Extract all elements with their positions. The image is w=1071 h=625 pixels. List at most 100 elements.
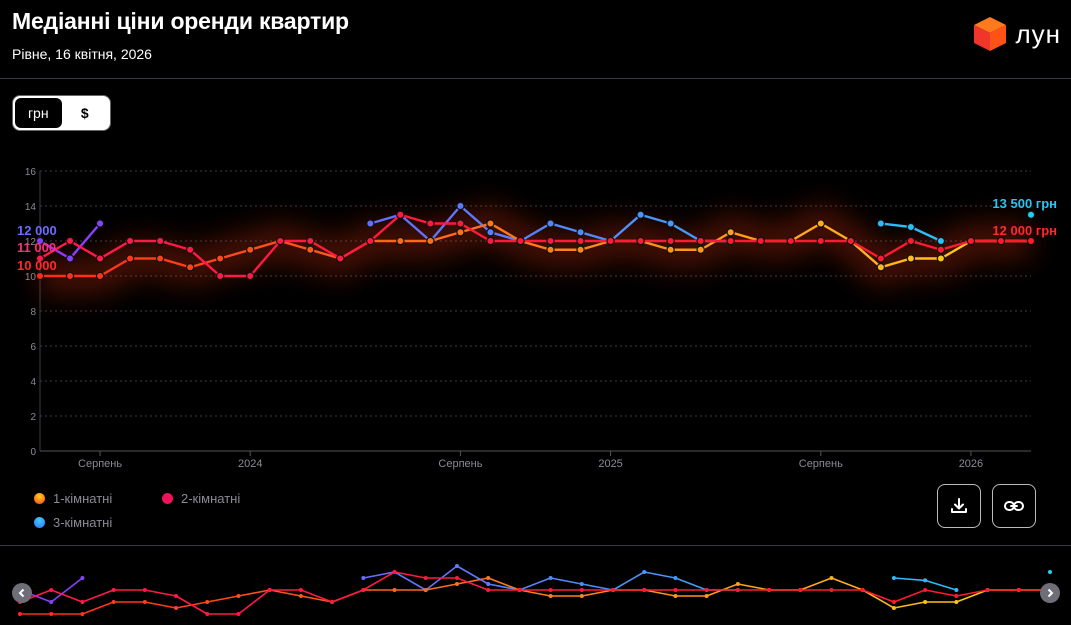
data-point [95,271,105,281]
series-line-segment [549,222,582,234]
series-line-segment [849,239,883,269]
data-point [95,254,105,263]
navigator-point [548,594,553,598]
page-title: Медіанні ціни оренди квартир [12,8,349,34]
navigator-point [298,588,303,592]
navigator-line-segment [394,571,426,579]
y-tick-label: 8 [30,307,36,318]
navigator-line-segment [207,595,239,603]
data-point [816,236,825,246]
legend-dot-3room [34,517,45,528]
legend-item-1room[interactable]: 1-кімнатні [34,491,112,506]
data-point [696,236,705,246]
navigator-point [80,600,85,604]
navigator-point [486,588,491,592]
data-point [576,236,585,246]
navigator-point [486,582,491,586]
navigator-point [80,612,85,616]
series-line-segment [399,213,432,243]
navigator-point [454,576,459,580]
series-line-segment [579,231,612,243]
legend-label-1room: 1-кімнатні [53,491,113,506]
series-line-segment [459,204,492,234]
data-point [936,254,946,263]
series-line-segment [639,239,672,251]
series-2room [35,210,1036,281]
data-point [726,228,735,237]
data-point [816,219,825,228]
navigator-point [579,588,584,592]
data-point [35,254,45,263]
series-line-segment [789,222,822,243]
data-point [966,236,976,246]
data-point [936,236,946,246]
navigator-point [80,576,85,580]
chart-navigator[interactable] [0,556,1071,625]
data-point [456,228,465,237]
series-line-segment [669,222,702,243]
data-point [636,236,645,246]
data-point [306,245,315,254]
navigator-line-segment [456,565,489,585]
navigator-line-segment [50,589,83,603]
series-line-segment [38,239,72,260]
data-point [546,236,555,246]
x-tick-label: 2025 [598,458,622,470]
navigator-line-segment [331,589,364,603]
data-point [876,254,886,263]
navigator-point [891,600,896,604]
navigator-point [954,600,959,604]
navigator-line-segment [644,589,676,597]
navigator-point [174,594,179,598]
navigator-line-segment [956,589,988,603]
price-chart: 0 2 4 6 8 10 12 14 16 Серпень 2024 Серпень 2025 Серпе… [17,167,1057,470]
navigator-line-segment [612,571,645,591]
y-tick-label: 6 [30,342,36,353]
currency-usd-button[interactable]: $ [61,98,108,128]
brand-logo[interactable]: лун [973,16,1061,52]
navigator-series-2room [18,570,1052,616]
series-line-segment [519,239,552,251]
navigator-right-button[interactable] [1040,583,1060,603]
navigator-line-segment [238,589,270,597]
navigator-line-segment [362,571,395,591]
data-point [125,236,135,246]
currency-uah-button[interactable]: грн [15,98,62,128]
data-point [246,245,255,254]
series-start-label: 12 000 [17,223,57,238]
legend-item-3room[interactable]: 3-кімнатні [34,515,112,530]
y-tick-label: 14 [25,202,37,213]
navigator-point [735,582,740,586]
y-tick-label: 0 [30,447,36,458]
navigator-point [111,600,116,604]
navigator-left-button[interactable] [12,583,32,603]
legend-item-2room[interactable]: 2-кімнатні [162,491,240,506]
series-line-segment [158,257,192,269]
data-point [846,236,856,246]
navigator-line-segment [363,571,395,579]
series-line-segment [369,213,402,225]
data-point [276,236,285,246]
navigator-line-segment [425,583,458,591]
series-line-segment [849,239,883,260]
y-tick-label: 4 [30,377,36,388]
navigator-point [611,588,616,592]
currency-toggle[interactable]: грн $ [12,95,111,131]
series-line-segment [519,222,552,243]
data-point [306,236,315,246]
series-start-label: 11 000 [17,240,56,255]
data-point [426,236,435,246]
navigator-point [985,588,990,592]
series-line-segment [68,222,102,260]
navigator-point [392,588,397,592]
data-point [546,245,555,254]
share-link-button[interactable] [992,484,1036,528]
download-button[interactable] [937,484,981,528]
navigator-point [673,576,678,580]
navigator-line-segment [456,577,489,591]
series-line-segment [309,248,342,260]
data-point [396,210,405,219]
data-point [456,201,465,211]
navigator-point [361,588,366,592]
series-line-segment [218,248,252,260]
